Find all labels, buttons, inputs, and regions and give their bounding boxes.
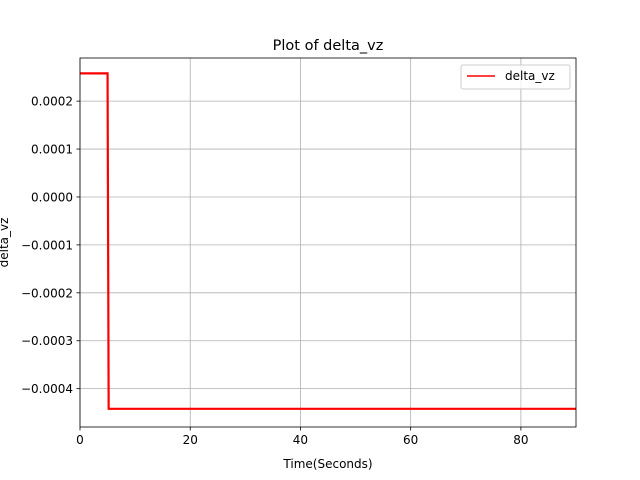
series-layer xyxy=(80,72,576,410)
y-tick-label: −0.0001 xyxy=(21,238,73,252)
legend-label-delta-vz: delta_vz xyxy=(505,69,555,83)
ticks: 0 20 40 60 80 0.0002 0.0001 0.0000 −0.0001 −0.000… xyxy=(21,95,529,447)
y-tick-label: 0.0000 xyxy=(31,190,73,204)
legend: delta_vz xyxy=(460,64,571,90)
x-tick-label: 40 xyxy=(293,433,308,447)
x-tick-label: 80 xyxy=(513,433,528,447)
y-tick-label: −0.0002 xyxy=(21,286,73,300)
y-tick-label: −0.0003 xyxy=(21,334,73,348)
legend-box xyxy=(460,64,571,90)
series-line-delta-vz xyxy=(80,72,576,410)
y-tick-label: 0.0002 xyxy=(31,95,73,109)
x-axis-label: Time(Seconds) xyxy=(282,457,372,471)
x-tick-label: 60 xyxy=(403,433,418,447)
plot-frame xyxy=(79,57,577,428)
y-tick-label: −0.0004 xyxy=(21,382,73,396)
grid xyxy=(79,58,576,427)
chart-title: Plot of delta_vz xyxy=(273,38,384,54)
y-tick-label: 0.0001 xyxy=(31,143,73,157)
x-tick-label: 0 xyxy=(76,433,84,447)
y-axis-label: delta_vz xyxy=(0,218,11,268)
x-tick-label: 20 xyxy=(183,433,198,447)
